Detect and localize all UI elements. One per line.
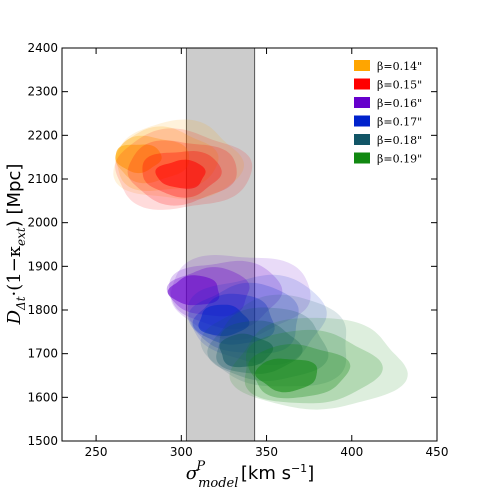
y-tick-label: 1500 — [27, 434, 58, 448]
x-tick-label: 450 — [426, 445, 449, 459]
contour-level — [255, 358, 318, 393]
y-tick-label: 1600 — [27, 390, 58, 404]
y-tick-label: 1700 — [27, 347, 58, 361]
x-tick-label: 250 — [85, 445, 108, 459]
contour-series — [115, 128, 253, 210]
x-tick-label: 300 — [170, 445, 193, 459]
contour-level — [167, 275, 220, 306]
legend-swatch — [354, 97, 370, 108]
legend-label: β=0.17" — [377, 116, 422, 129]
legend-label: β=0.15" — [377, 79, 422, 92]
contour-level — [219, 333, 274, 368]
contour-layer — [113, 119, 408, 410]
contour-level — [113, 119, 244, 200]
legend-swatch — [354, 152, 370, 164]
y-axis-label: DΔt·(1−κext) [Mpc] — [4, 164, 28, 326]
contour-series — [187, 274, 327, 366]
contour-series — [229, 317, 408, 410]
shaded-band-rect — [185, 48, 256, 441]
contour-level — [115, 144, 162, 174]
y-tick-label: 2200 — [27, 128, 58, 142]
x-tick-label: 400 — [340, 445, 363, 459]
legend-label: β=0.14" — [377, 60, 422, 73]
contour-level — [198, 304, 250, 337]
legend-label: β=0.16" — [377, 97, 422, 110]
x-axis-label: σmodelP [km s−1] — [186, 459, 314, 491]
legend-swatch — [354, 60, 370, 71]
plot-frame — [61, 47, 438, 442]
y-tick-label: 2300 — [27, 85, 58, 99]
y-tick-label: 1900 — [27, 259, 58, 273]
legend: β=0.14" β=0.15" β=0.16" β=0.17" β=0.18" β=0.1… — [354, 60, 422, 166]
y-tick-label: 2100 — [27, 172, 58, 186]
y-tick-label: 2000 — [27, 216, 58, 230]
y-tick-label: 2400 — [27, 41, 58, 55]
contour-level — [155, 159, 206, 189]
legend-swatch — [354, 115, 370, 127]
legend-swatch — [354, 78, 370, 90]
legend-label: β=0.18" — [377, 134, 422, 147]
confidence-band — [185, 48, 256, 441]
tick-layer: 250 300 350 400 450 1500 1600 1700 1800 1900 2000 2… — [27, 41, 448, 459]
x-tick-label: 350 — [255, 445, 278, 459]
legend-label: β=0.19" — [377, 153, 422, 166]
legend-swatch — [354, 134, 370, 145]
y-tick-label: 1800 — [27, 303, 58, 317]
